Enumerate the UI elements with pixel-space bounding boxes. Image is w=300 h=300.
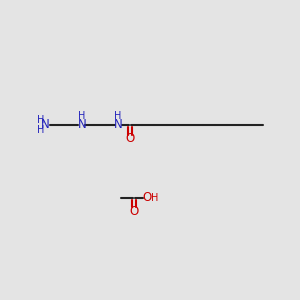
Text: N: N xyxy=(77,118,86,131)
Text: O: O xyxy=(126,132,135,145)
Text: O: O xyxy=(142,191,152,204)
Text: H: H xyxy=(37,115,44,125)
Text: H: H xyxy=(151,193,158,203)
Text: N: N xyxy=(41,118,50,131)
Text: O: O xyxy=(129,205,139,218)
Text: H: H xyxy=(115,111,122,121)
Text: H: H xyxy=(37,124,44,135)
Text: H: H xyxy=(78,111,85,121)
Text: N: N xyxy=(114,118,123,131)
